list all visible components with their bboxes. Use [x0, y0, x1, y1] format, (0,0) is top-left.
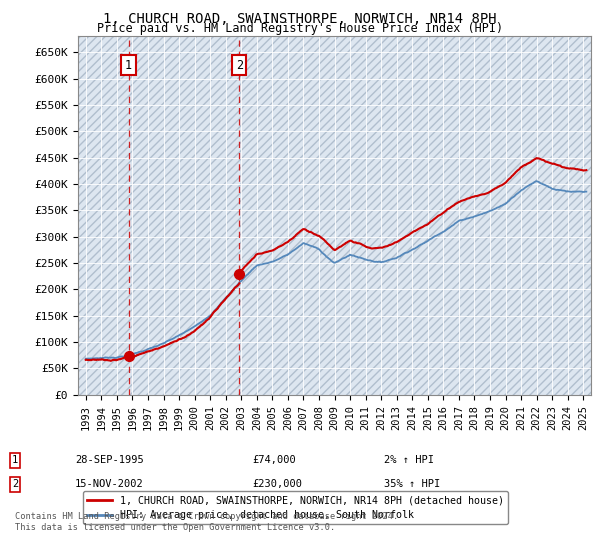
Text: 1: 1: [12, 455, 18, 465]
Legend: 1, CHURCH ROAD, SWAINSTHORPE, NORWICH, NR14 8PH (detached house), HPI: Average p: 1, CHURCH ROAD, SWAINSTHORPE, NORWICH, N…: [83, 491, 508, 524]
Text: Contains HM Land Registry data © Crown copyright and database right 2024.
This d: Contains HM Land Registry data © Crown c…: [15, 512, 398, 532]
Text: 2% ↑ HPI: 2% ↑ HPI: [384, 455, 434, 465]
Bar: [78, 36, 591, 395]
Text: 28-SEP-1995: 28-SEP-1995: [75, 455, 144, 465]
Text: 2: 2: [12, 479, 18, 489]
Text: 35% ↑ HPI: 35% ↑ HPI: [384, 479, 440, 489]
Text: 15-NOV-2002: 15-NOV-2002: [75, 479, 144, 489]
Text: 1: 1: [125, 59, 132, 72]
Text: £230,000: £230,000: [252, 479, 302, 489]
Text: 1, CHURCH ROAD, SWAINSTHORPE, NORWICH, NR14 8PH: 1, CHURCH ROAD, SWAINSTHORPE, NORWICH, N…: [103, 12, 497, 26]
Text: £74,000: £74,000: [252, 455, 296, 465]
Text: 2: 2: [236, 59, 243, 72]
Text: Price paid vs. HM Land Registry's House Price Index (HPI): Price paid vs. HM Land Registry's House …: [97, 22, 503, 35]
